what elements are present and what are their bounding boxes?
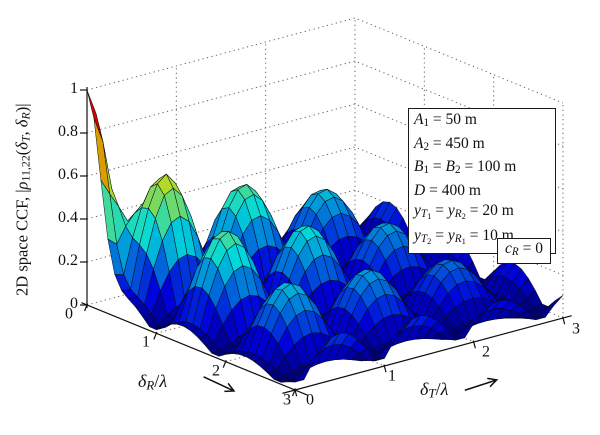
parameter-annotation-box: A1 = 50 m A2 = 450 m B1 = B2 = 100 m D =… <box>408 108 556 255</box>
t-axis-title: δT/λ <box>420 379 449 401</box>
z-tick-label: 0.2 <box>58 252 78 269</box>
z-tick-label: 1 <box>70 80 78 97</box>
annotation-line: D = 400 m <box>414 181 481 199</box>
z-axis-title: 2D space CCF, |ρ11,22(δT, δR)| <box>12 103 33 296</box>
t-tick-label: 1 <box>388 367 396 385</box>
r-axis-title: δR/λ <box>138 371 168 393</box>
t-tick-label: 3 <box>572 320 580 338</box>
annotation-line: B1 = B2 = 100 m <box>414 158 517 177</box>
r-axis-arrow-icon <box>198 369 239 400</box>
r-tick-label: 2 <box>212 362 220 380</box>
z-tick-label: 0 <box>70 295 78 312</box>
t-axis-arrow-icon <box>460 372 501 399</box>
t-tick-label: 0 <box>306 391 314 409</box>
cr-annotation-box: cR = 0 <box>497 238 551 265</box>
r-tick-label: 1 <box>142 333 150 351</box>
annotation-line: yT1 = yR2 = 20 m <box>414 201 514 221</box>
annotation-line: A2 = 450 m <box>414 134 485 153</box>
r-tick-label: 3 <box>283 391 291 409</box>
r-tick-label: 0 <box>65 305 73 323</box>
z-tick-label: 0.4 <box>58 209 78 226</box>
z-tick-label: 0.8 <box>58 123 78 140</box>
t-tick-label: 2 <box>482 343 490 361</box>
z-tick-label: 0.6 <box>58 166 78 183</box>
annotation-line: cR = 0 <box>505 240 543 259</box>
annotation-line: A1 = 50 m <box>414 111 477 130</box>
